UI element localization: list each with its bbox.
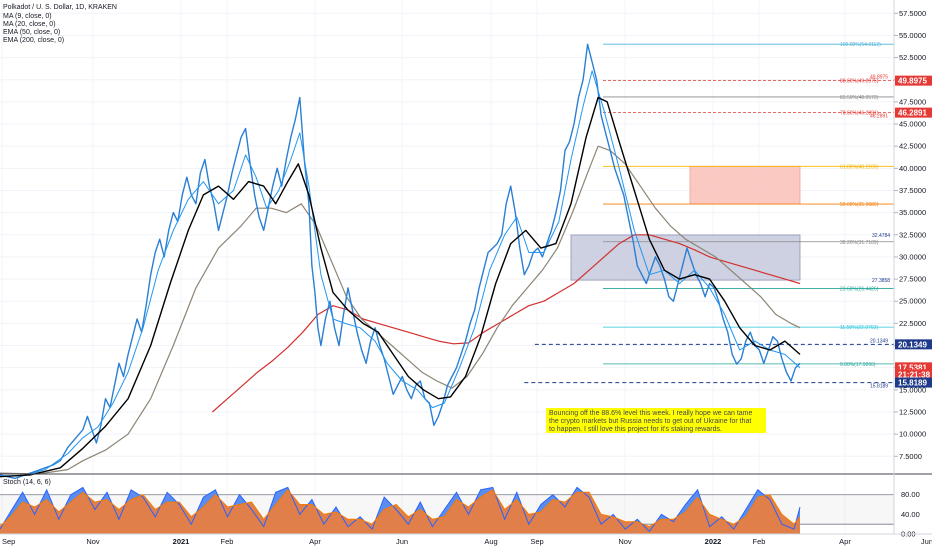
fib-label: 11.50%(22.0763) bbox=[840, 325, 878, 331]
series-price bbox=[0, 43, 801, 480]
fib-label: 83.50%(48.0572) bbox=[840, 95, 879, 101]
price-tag bbox=[895, 339, 932, 350]
annotation-label: 27.3858 bbox=[872, 278, 890, 284]
fib-label: 38.20%(31.7109) bbox=[840, 240, 879, 246]
y-tick-label: 52.5000 bbox=[899, 53, 926, 62]
y-tick-label: 7.5000 bbox=[899, 452, 922, 461]
legend-ema200[interactable]: EMA (200, close, 0) bbox=[3, 37, 64, 44]
y-tick-label: 22.5000 bbox=[899, 319, 926, 328]
price-tag bbox=[895, 377, 932, 388]
y-tick-label: 37.5000 bbox=[899, 186, 926, 195]
y-tick-label: 25.0000 bbox=[899, 297, 926, 306]
x-tick-label: 2022 bbox=[705, 537, 722, 546]
price-tag bbox=[895, 75, 932, 86]
stoch-tick-label: 80.00 bbox=[901, 490, 920, 499]
y-tick-label: 55.0000 bbox=[899, 31, 926, 40]
y-tick-label: 10.0000 bbox=[899, 430, 926, 439]
annotations: 49.8975 46.2891 32.4784 27.3858 20.1349 15.81… bbox=[870, 75, 890, 390]
x-tick-label: Sep bbox=[2, 537, 15, 546]
y-tick-label: 15.0000 bbox=[899, 385, 926, 394]
x-tick-label: Nov bbox=[86, 537, 100, 546]
note-box[interactable]: Bouncing off the 88.6% level this week. … bbox=[546, 408, 766, 433]
legend-ma20[interactable]: MA (20, close, 0) bbox=[3, 21, 56, 28]
series-ema50 bbox=[0, 145, 801, 475]
fib-label: 23.60%(26.4426) bbox=[840, 286, 879, 292]
y-tick-label: 32.5000 bbox=[899, 230, 926, 239]
x-tick-label: Apr bbox=[309, 537, 321, 546]
price-tag-label: 49.8975 bbox=[898, 77, 927, 86]
annotation-label: 49.8975 bbox=[870, 75, 888, 81]
fib-label: 50.00%(35.9689) bbox=[840, 202, 879, 208]
y-tick-label: 47.5000 bbox=[899, 97, 926, 106]
series-ma9 bbox=[0, 70, 801, 477]
note-line-1: Bouncing off the 88.6% level this week. … bbox=[549, 410, 752, 417]
x-tick-label: 2021 bbox=[173, 537, 190, 546]
x-tick-label: Jun bbox=[921, 537, 932, 546]
annotation-label: 32.4784 bbox=[872, 233, 890, 239]
price-tag bbox=[895, 369, 932, 380]
x-tick-label: Aug bbox=[484, 537, 497, 546]
note-line-3: to happen. I still love this project for… bbox=[549, 426, 722, 433]
x-tick-label: Sep bbox=[530, 537, 543, 546]
annotation-label: 15.8189 bbox=[870, 384, 888, 390]
price-tag-label: 20.1349 bbox=[898, 340, 927, 349]
legend-ma9[interactable]: MA (9, close, 0) bbox=[3, 13, 52, 20]
time-axis[interactable]: Sep Nov 2021 Feb Apr Jun Aug Sep Nov 2022 Feb Apr Ju… bbox=[2, 537, 932, 546]
x-tick-label: Feb bbox=[221, 537, 234, 546]
fib-label: 61.80%(40.2269) bbox=[840, 164, 879, 170]
price-tag-label: 17.5381 bbox=[898, 363, 927, 372]
price-tag-label: 46.2891 bbox=[898, 109, 927, 118]
y-tick-label: 27.5000 bbox=[899, 275, 926, 284]
x-tick-label: Nov bbox=[618, 537, 632, 546]
series-ma20 bbox=[0, 96, 801, 478]
price-tag-label: 15.8189 bbox=[898, 379, 927, 388]
series-lines[interactable] bbox=[0, 43, 801, 480]
y-tick-label: 45.0000 bbox=[899, 120, 926, 129]
annotation-label: 46.2891 bbox=[870, 114, 888, 120]
y-tick-label: 42.5000 bbox=[899, 142, 926, 151]
x-tick-label: Apr bbox=[839, 537, 851, 546]
fib-label: 100.00%(54.0112) bbox=[840, 42, 881, 48]
y-tick-label: 57.5000 bbox=[899, 9, 926, 18]
price-tag-label: 21:21:38 bbox=[898, 370, 931, 379]
fib-label: 78.60%(46.2891) bbox=[840, 111, 879, 117]
series-ema200 bbox=[212, 234, 801, 413]
support-lines bbox=[524, 343, 894, 384]
legend-title[interactable]: Polkadot / U. S. Dollar, 1D, KRAKEN bbox=[3, 4, 117, 11]
price-tag bbox=[895, 362, 932, 373]
x-tick-label: Jun bbox=[396, 537, 408, 546]
stoch-k-line bbox=[0, 486, 801, 533]
stoch-label[interactable]: Stoch (14, 6, 6) bbox=[3, 479, 51, 486]
stoch-tick-label: 40.00 bbox=[901, 510, 920, 519]
legend-ema50[interactable]: EMA (50, close, 0) bbox=[3, 29, 60, 36]
y-tick-label: 30.0000 bbox=[899, 252, 926, 261]
stoch-pane bbox=[0, 486, 894, 534]
fib-levels: 100.00%(54.0112) 88.60%(49.8975) 83.50%(48… bbox=[603, 42, 894, 368]
red-zone bbox=[689, 165, 801, 205]
note-background bbox=[546, 408, 766, 433]
x-tick-label: Feb bbox=[753, 537, 766, 546]
annotation-label: 20.1349 bbox=[870, 338, 888, 344]
y-tick-label: 12.5000 bbox=[899, 407, 926, 416]
price-tags: 49.8975 46.2891 20.1349 17.538121:21:3815.8… bbox=[895, 75, 932, 388]
fib-label: 0.00%(17.9266) bbox=[840, 362, 876, 368]
fib-label: 88.60%(49.8975) bbox=[840, 79, 879, 85]
y-tick-label: 35.0000 bbox=[899, 208, 926, 217]
y-tick-label: 40.0000 bbox=[899, 164, 926, 173]
price-tag bbox=[895, 107, 932, 118]
note-line-2: the crypto markets but Russia needs to g… bbox=[549, 418, 751, 425]
stoch-d-line bbox=[0, 489, 801, 528]
legend: Polkadot / U. S. Dollar, 1D, KRAKEN MA (… bbox=[3, 4, 117, 44]
